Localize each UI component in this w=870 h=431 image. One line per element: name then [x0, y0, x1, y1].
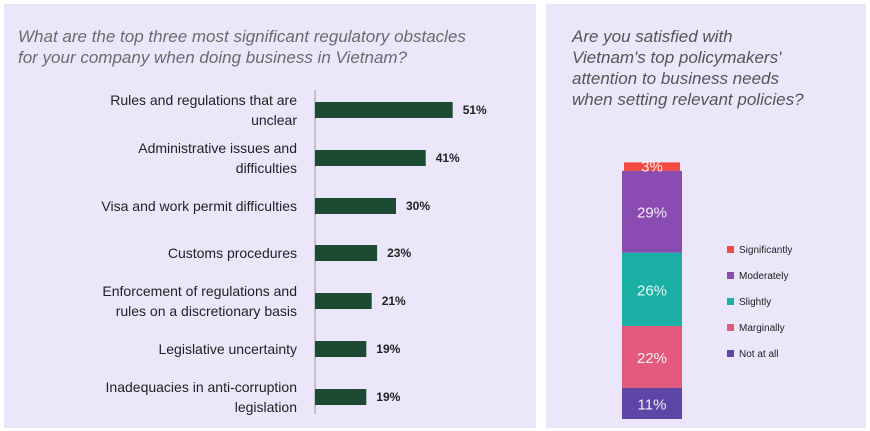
legend-label: Not at all	[739, 349, 778, 360]
satisfaction-title-line: Vietnam's top policymakers'	[572, 48, 782, 67]
obstacle-category-label: Customs procedures	[168, 245, 297, 261]
obstacle-category-line: Legislative uncertainty	[158, 341, 297, 357]
obstacle-category-line: Customs procedures	[168, 245, 297, 261]
obstacle-bar	[315, 150, 426, 166]
satisfaction-segment	[622, 252, 682, 326]
obstacle-category-line: rules on a discretionary basis	[116, 303, 297, 319]
obstacle-bar	[315, 198, 396, 214]
satisfaction-panel: Are you satisfied with Vietnam's top pol…	[546, 4, 866, 428]
obstacle-value-label: 19%	[376, 390, 400, 404]
legend-swatch	[727, 350, 734, 357]
legend-swatch	[727, 324, 734, 331]
obstacle-category-line: legislation	[235, 399, 297, 415]
obstacle-category-label: Inadequacies in anti-corruption legislati…	[106, 379, 297, 415]
satisfaction-segment-label: 3%	[641, 159, 663, 176]
obstacle-category-label: Legislative uncertainty	[158, 341, 297, 357]
satisfaction-title-line: attention to business needs	[572, 69, 779, 88]
satisfaction-segment-label: 11%	[638, 396, 667, 413]
satisfaction-title-line: when setting relevant policies?	[572, 90, 804, 109]
satisfaction-title-line: Are you satisfied with	[572, 27, 733, 46]
legend-label: Moderately	[739, 271, 788, 282]
legend-swatch	[727, 272, 734, 279]
legend-label: Slightly	[739, 297, 771, 308]
legend-swatch	[727, 298, 734, 305]
legend-label: Significantly	[739, 245, 792, 256]
satisfaction-segment	[622, 325, 682, 388]
satisfaction-segment-label: 26%	[637, 282, 667, 299]
satisfaction-stacked-chart: 11% 22% 26% 29% 3% Significantly Moderately Sli…	[622, 159, 792, 419]
obstacle-value-label: 21%	[382, 294, 406, 308]
satisfaction-segment-label: 22%	[637, 350, 667, 367]
obstacles-chart-title: What are the top three most significant …	[18, 26, 528, 68]
obstacle-bar	[315, 341, 367, 357]
obstacle-category-line: Administrative issues and	[138, 140, 297, 156]
obstacle-bar	[315, 293, 372, 309]
obstacles-panel: What are the top three most significant …	[4, 4, 536, 428]
obstacle-bar	[315, 245, 378, 261]
obstacle-category-label: Visa and work permit difficulties	[101, 198, 297, 214]
obstacle-value-label: 51%	[463, 103, 487, 117]
satisfaction-segment	[622, 387, 682, 419]
obstacle-category-label: Enforcement of regulations and rules on a…	[102, 283, 297, 319]
obstacle-category-line: difficulties	[236, 160, 297, 176]
obstacle-category-line: Inadequacies in anti-corruption	[106, 379, 297, 395]
obstacle-value-label: 30%	[406, 199, 430, 213]
obstacle-category-line: Visa and work permit difficulties	[101, 198, 297, 214]
obstacle-value-label: 19%	[376, 342, 400, 356]
obstacle-category-line: Rules and regulations that are	[110, 92, 297, 108]
obstacle-category-line: unclear	[251, 112, 297, 128]
obstacle-value-label: 23%	[387, 246, 411, 260]
obstacle-bar	[315, 102, 453, 118]
obstacle-value-label: 41%	[436, 151, 460, 165]
obstacle-bar	[315, 389, 367, 405]
obstacles-title-line: for your company when doing business in …	[18, 48, 408, 67]
obstacle-category-label: Rules and regulations that are unclear	[110, 92, 297, 128]
satisfaction-segment-label: 29%	[637, 205, 667, 222]
satisfaction-chart-title: Are you satisfied with Vietnam's top pol…	[572, 26, 862, 110]
obstacles-title-line: What are the top three most significant …	[18, 27, 466, 46]
obstacles-bar-chart: Rules and regulations that are unclear 51%…	[101, 90, 487, 415]
satisfaction-segment	[622, 170, 682, 253]
legend-swatch	[727, 246, 734, 253]
obstacle-category-label: Administrative issues and difficulties	[138, 140, 297, 176]
legend-label: Marginally	[739, 323, 785, 334]
obstacle-category-line: Enforcement of regulations and	[102, 283, 297, 299]
satisfaction-segment	[624, 162, 680, 171]
